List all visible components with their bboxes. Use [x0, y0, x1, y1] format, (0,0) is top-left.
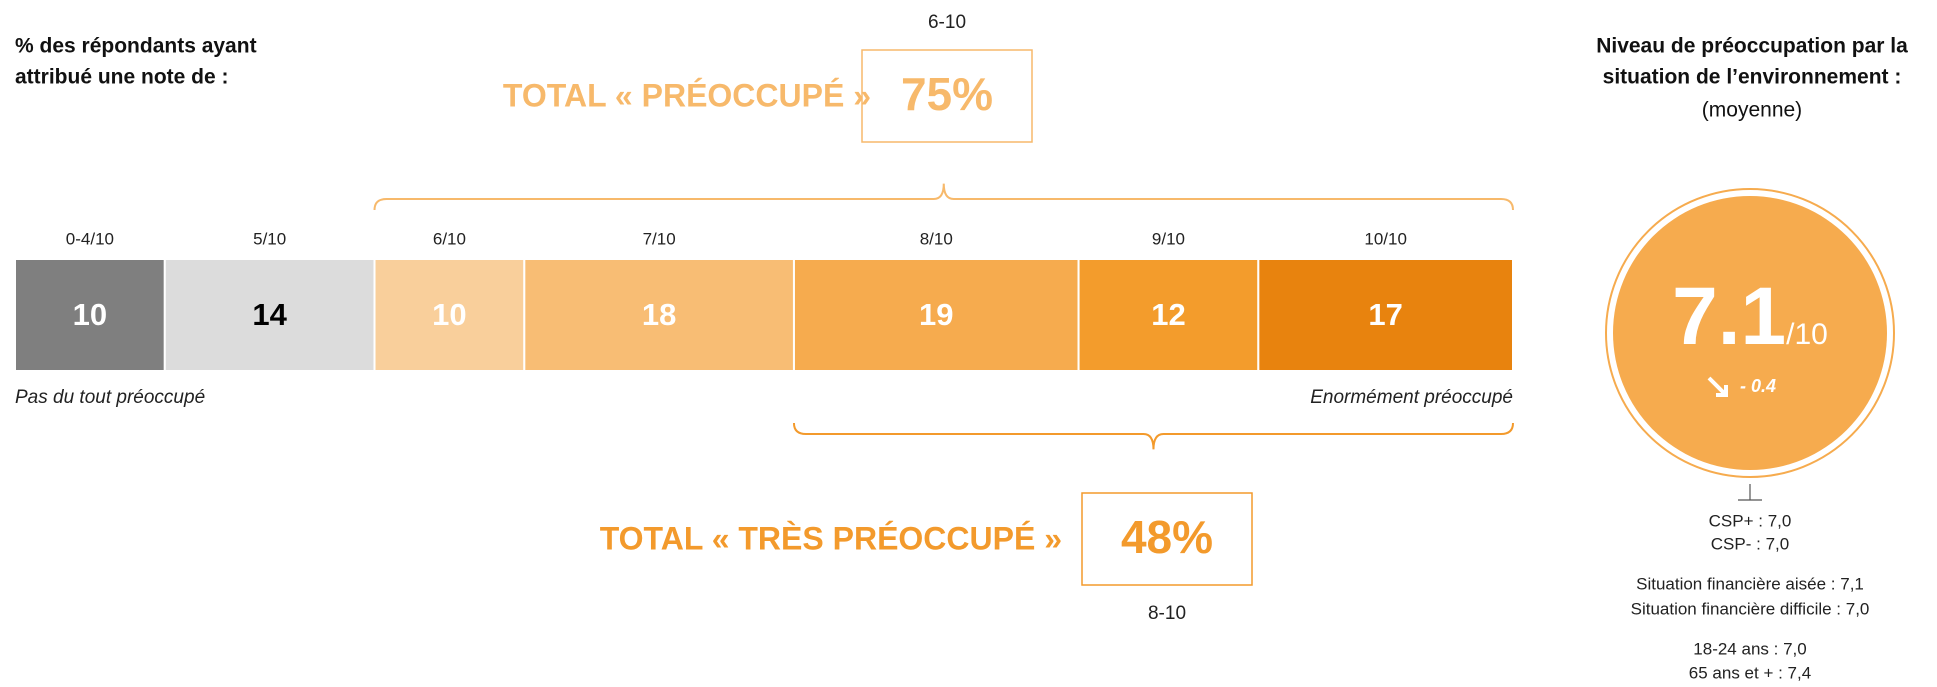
connector [1738, 484, 1762, 501]
brace [373, 183, 1514, 211]
score-ring [1605, 188, 1895, 478]
segment-label: 12 [1151, 297, 1185, 332]
score-change: - 0.4 [1740, 376, 1776, 396]
segment-label: 14 [252, 297, 287, 332]
category-label: 9/10 [1152, 229, 1185, 248]
category-label: 0-4/10 [66, 229, 114, 248]
bar-segment [163, 258, 376, 372]
score-circle [1613, 196, 1887, 470]
breakdown-line: 65 ans et + : 7,4 [1689, 663, 1811, 682]
breakdown-line: Situation financière difficile : 7,0 [1631, 599, 1870, 618]
brace [792, 422, 1514, 450]
category-label: 8/10 [920, 229, 953, 248]
category-label: 5/10 [253, 229, 286, 248]
total-range: 8-10 [1148, 603, 1186, 624]
breakdown-line: Situation financière aisée : 7,1 [1636, 574, 1864, 593]
segment-label: 17 [1368, 297, 1402, 332]
header: attribué une note de : [15, 66, 229, 89]
breakdown-line: CSP+ : 7,0 [1709, 511, 1792, 530]
segment-label: 10 [432, 297, 466, 332]
category-label: 7/10 [643, 229, 676, 248]
bar-segment [523, 258, 795, 372]
total-box [861, 49, 1033, 143]
total-title: TOTAL « TRÈS PRÉOCCUPÉ » [600, 520, 1062, 556]
bar-segment [1077, 258, 1260, 372]
trend-arrow [1707, 376, 1728, 397]
total-range: 6-10 [928, 12, 966, 33]
side-title: situation de l’environnement : [1603, 66, 1902, 89]
score-value: 7.1 [1672, 271, 1786, 362]
total-value: 48% [1121, 511, 1213, 563]
segment-label: 18 [642, 297, 676, 332]
breakdown-line: 18-24 ans : 7,0 [1693, 639, 1806, 658]
header: % des répondants ayant [15, 35, 257, 58]
high-label: Enormément préoccupé [1310, 387, 1513, 408]
segment-label: 10 [73, 297, 107, 332]
total-title: TOTAL « PRÉOCCUPÉ » [503, 77, 871, 113]
category-label: 6/10 [433, 229, 466, 248]
bar-segment [792, 258, 1080, 372]
bar-segment [1257, 258, 1514, 372]
side-subtitle: (moyenne) [1702, 99, 1802, 122]
total-box [1081, 492, 1253, 586]
segment-label: 19 [919, 297, 953, 332]
bar-segment [14, 258, 166, 372]
score-scale: /10 [1786, 318, 1828, 351]
score: 7.1/10 [1672, 271, 1828, 362]
total-value: 75% [901, 68, 993, 120]
breakdown-line: CSP- : 7,0 [1711, 534, 1789, 553]
side-title: Niveau de préoccupation par la [1596, 35, 1908, 58]
category-label: 10/10 [1364, 229, 1407, 248]
low-label: Pas du tout préoccupé [15, 387, 205, 408]
